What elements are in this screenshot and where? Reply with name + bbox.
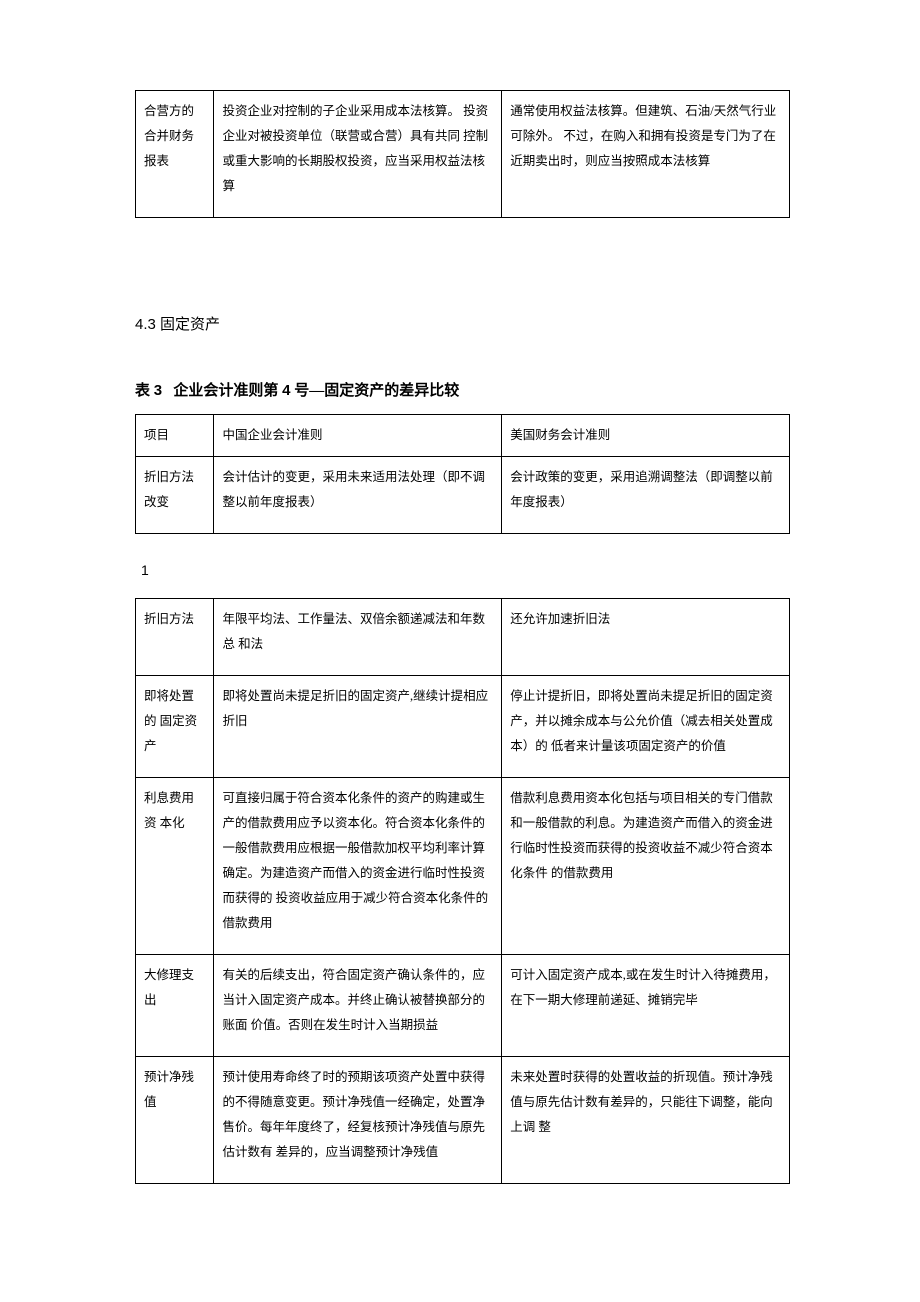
cell-item: 折旧方法	[136, 599, 214, 676]
cell-china: 年限平均法、工作量法、双倍余额递减法和年数总 和法	[214, 599, 502, 676]
table-fixed-assets-body: 折旧方法 年限平均法、工作量法、双倍余额递减法和年数总 和法 还允许加速折旧法 …	[135, 598, 790, 1184]
header-china: 中国企业会计准则	[214, 415, 502, 457]
cell-china: 可直接归属于符合资本化条件的资产的购建或生产的借款费用应予以资本化。符合资本化条…	[214, 778, 502, 955]
section-heading: 4.3 固定资产	[135, 313, 790, 334]
cell-us: 停止计提折旧，即将处置尚未提足折旧的固定资产，并以摊余成本与公允价值（减去相关处…	[502, 676, 790, 778]
cell-item: 即将处置的 固定资产	[136, 676, 214, 778]
table-header-row: 项目 中国企业会计准则 美国财务会计准则	[136, 415, 790, 457]
cell-us: 会计政策的变更，采用追溯调整法（即调整以前年度报表）	[502, 457, 790, 534]
cell-item: 折旧方法改变	[136, 457, 214, 534]
table-row: 折旧方法 年限平均法、工作量法、双倍余额递减法和年数总 和法 还允许加速折旧法	[136, 599, 790, 676]
document-page: 合营方的合并财务报表 投资企业对控制的子企业采用成本法核算。 投资企业对被投资单…	[0, 0, 920, 1244]
header-us: 美国财务会计准则	[502, 415, 790, 457]
section-title: 固定资产	[160, 316, 220, 333]
cell-china: 预计使用寿命终了时的预期该项资产处置中获得的不得随意变更。预计净残值一经确定，处…	[214, 1057, 502, 1184]
cell-china: 投资企业对控制的子企业采用成本法核算。 投资企业对被投资单位（联营或合营）具有共…	[214, 91, 502, 218]
table-equity-investment-continuation: 合营方的合并财务报表 投资企业对控制的子企业采用成本法核算。 投资企业对被投资单…	[135, 90, 790, 218]
page-marker: 1	[141, 562, 790, 578]
cell-china: 有关的后续支出，符合固定资产确认条件的，应当计入固定资产成本。并终止确认被替换部…	[214, 955, 502, 1057]
cell-china: 即将处置尚未提足折旧的固定资产,继续计提相应 折旧	[214, 676, 502, 778]
cell-us: 可计入固定资产成本,或在发生时计入待摊费用， 在下一期大修理前递延、摊销完毕	[502, 955, 790, 1057]
cell-item: 大修理支出	[136, 955, 214, 1057]
cell-us: 借款利息费用资本化包括与项目相关的专门借款和一般借款的利息。为建造资产而借入的资…	[502, 778, 790, 955]
table-row: 预计净残值 预计使用寿命终了时的预期该项资产处置中获得的不得随意变更。预计净残值…	[136, 1057, 790, 1184]
cell-us: 通常使用权益法核算。但建筑、石油/天然气行业可除外。 不过，在购入和拥有投资是专…	[502, 91, 790, 218]
section-number: 4.3	[135, 316, 156, 333]
table-fixed-assets-header: 项目 中国企业会计准则 美国财务会计准则 折旧方法改变 会计估计的变更，采用未来…	[135, 414, 790, 534]
table-row: 合营方的合并财务报表 投资企业对控制的子企业采用成本法核算。 投资企业对被投资单…	[136, 91, 790, 218]
table-row: 折旧方法改变 会计估计的变更，采用未来适用法处理（即不调整以前年度报表） 会计政…	[136, 457, 790, 534]
cell-item: 利息费用资 本化	[136, 778, 214, 955]
cell-us: 还允许加速折旧法	[502, 599, 790, 676]
header-item: 项目	[136, 415, 214, 457]
cell-us: 未来处置时获得的处置收益的折现值。预计净残值与原先估计数有差异的，只能往下调整，…	[502, 1057, 790, 1184]
table-caption: 表 3 企业会计准则第 4 号—固定资产的差异比较	[135, 379, 790, 400]
cell-item: 预计净残值	[136, 1057, 214, 1184]
table-row: 大修理支出 有关的后续支出，符合固定资产确认条件的，应当计入固定资产成本。并终止…	[136, 955, 790, 1057]
table-row: 利息费用资 本化 可直接归属于符合资本化条件的资产的购建或生产的借款费用应予以资…	[136, 778, 790, 955]
cell-china: 会计估计的变更，采用未来适用法处理（即不调整以前年度报表）	[214, 457, 502, 534]
cell-item: 合营方的合并财务报表	[136, 91, 214, 218]
table-row: 即将处置的 固定资产 即将处置尚未提足折旧的固定资产,继续计提相应 折旧 停止计…	[136, 676, 790, 778]
